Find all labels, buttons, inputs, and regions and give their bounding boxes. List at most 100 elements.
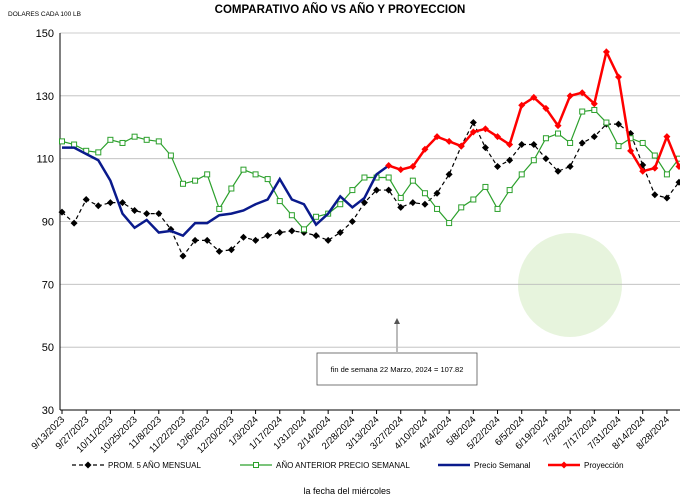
y-tick-label: 130 — [36, 91, 54, 103]
point — [675, 163, 680, 171]
point — [373, 186, 381, 194]
annotation-box — [316, 352, 478, 386]
point — [155, 210, 163, 218]
point — [385, 186, 393, 194]
point — [457, 142, 465, 150]
point — [615, 143, 622, 150]
point — [107, 136, 114, 143]
point — [397, 194, 404, 201]
point — [155, 138, 162, 145]
annotation-arrowhead — [394, 318, 400, 324]
legend-label: AÑO ANTERIOR PRECIO SEMANAL — [276, 461, 410, 470]
point — [300, 226, 307, 233]
point — [494, 163, 502, 171]
point — [119, 139, 126, 146]
point — [651, 164, 659, 172]
point — [470, 196, 477, 203]
point — [106, 199, 114, 207]
point — [288, 227, 296, 235]
point — [663, 171, 670, 178]
point — [264, 232, 272, 240]
point — [337, 201, 344, 208]
point — [421, 190, 428, 197]
point — [627, 147, 635, 155]
point — [482, 183, 489, 190]
point — [445, 137, 453, 145]
point — [530, 93, 538, 101]
point — [82, 196, 90, 204]
point — [167, 152, 174, 159]
annotation-text: fin de semana 22 Marzo, 2024 = 107.82 — [331, 365, 464, 374]
y-tick-label: 90 — [42, 217, 54, 229]
series-line — [61, 121, 680, 258]
point — [639, 167, 647, 175]
point — [615, 73, 623, 81]
y-tick-label: 70 — [42, 279, 54, 291]
legend-marker — [560, 461, 568, 469]
x-axis-label: la fecha del miércoles — [303, 486, 391, 496]
point — [651, 152, 658, 159]
point — [542, 104, 550, 112]
point — [481, 125, 489, 133]
point — [469, 119, 477, 127]
point — [312, 232, 320, 240]
point — [252, 171, 259, 178]
series-line — [62, 146, 390, 238]
point — [227, 246, 235, 254]
point — [216, 205, 223, 212]
point — [349, 187, 356, 194]
point — [603, 119, 610, 126]
point — [397, 166, 405, 174]
point — [131, 133, 138, 140]
legend-marker — [253, 462, 259, 468]
point — [494, 205, 501, 212]
point — [313, 213, 320, 220]
point — [567, 139, 574, 146]
point — [458, 204, 465, 211]
point — [240, 166, 247, 173]
point — [591, 106, 598, 113]
point — [409, 199, 417, 207]
point — [409, 177, 416, 184]
point — [421, 145, 429, 153]
y-tick-label: 110 — [36, 154, 54, 166]
y-axis-label: DOLARES CADA 100 LB — [8, 11, 81, 18]
legend-label: Precio Semanal — [474, 461, 531, 470]
point — [192, 177, 199, 184]
point — [433, 189, 441, 197]
point — [433, 133, 441, 141]
point — [71, 141, 78, 148]
point — [494, 133, 502, 141]
point — [518, 101, 526, 109]
point — [252, 236, 260, 244]
point — [118, 199, 126, 207]
point — [651, 191, 659, 199]
point — [348, 218, 356, 225]
point — [421, 200, 429, 208]
point — [360, 199, 368, 207]
legend-marker — [84, 461, 92, 469]
point — [58, 208, 66, 216]
y-tick-label: 150 — [36, 28, 54, 40]
point — [578, 139, 586, 147]
point — [59, 138, 65, 145]
point — [578, 89, 586, 97]
point — [469, 128, 477, 136]
point — [518, 141, 526, 149]
point — [445, 170, 453, 178]
point — [446, 220, 453, 227]
point — [518, 171, 525, 178]
point — [615, 120, 623, 128]
series-line — [388, 48, 680, 173]
y-tick-label: 50 — [42, 342, 54, 354]
point — [555, 130, 562, 137]
point — [675, 178, 680, 186]
series-line — [61, 109, 680, 231]
point — [95, 149, 102, 156]
point — [663, 194, 671, 202]
point — [288, 212, 295, 219]
point — [276, 198, 283, 205]
point — [143, 136, 150, 143]
point — [542, 155, 550, 163]
